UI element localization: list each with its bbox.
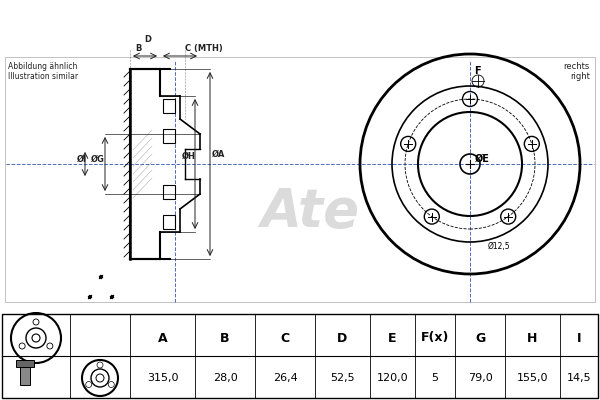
Text: 24.0128-0205.2    428205: 24.0128-0205.2 428205 [125,15,475,35]
Text: 5: 5 [431,373,439,383]
Text: ØH: ØH [182,152,196,160]
Text: 26,4: 26,4 [272,373,298,383]
Text: Ø12,5: Ø12,5 [488,242,511,251]
Text: Ate: Ate [260,186,359,238]
Bar [20,365,30,385]
Text: rechts
right: rechts right [564,62,590,81]
Bar [163,185,175,199]
Text: I: I [577,332,581,344]
Text: 155,0: 155,0 [517,373,548,383]
Text: A: A [158,332,167,344]
Text: H: H [527,332,538,344]
Text: Abbildung ähnlich
Illustration similar: Abbildung ähnlich Illustration similar [8,62,78,81]
Text: 315,0: 315,0 [147,373,178,383]
Text: ØI: ØI [77,154,87,164]
Text: 28,0: 28,0 [212,373,238,383]
Text: ØA: ØA [212,150,226,158]
Text: 79,0: 79,0 [467,373,493,383]
Text: F: F [474,66,481,76]
Text: 120,0: 120,0 [377,373,409,383]
Text: G: G [475,332,485,344]
Text: ØE: ØE [475,154,490,164]
Bar [163,215,175,229]
Text: E: E [388,332,397,344]
Text: B: B [135,44,141,53]
Text: D: D [337,332,347,344]
Text: C: C [280,332,290,344]
Text: ØG: ØG [91,154,105,164]
Bar [163,129,175,143]
Bar [16,360,34,367]
Text: F(x): F(x) [421,332,449,344]
Text: 52,5: 52,5 [330,373,355,383]
Bar [163,99,175,113]
Text: D: D [145,35,151,44]
Text: B: B [220,332,230,344]
Text: C (MTH): C (MTH) [185,44,223,53]
Text: 14,5: 14,5 [566,373,592,383]
